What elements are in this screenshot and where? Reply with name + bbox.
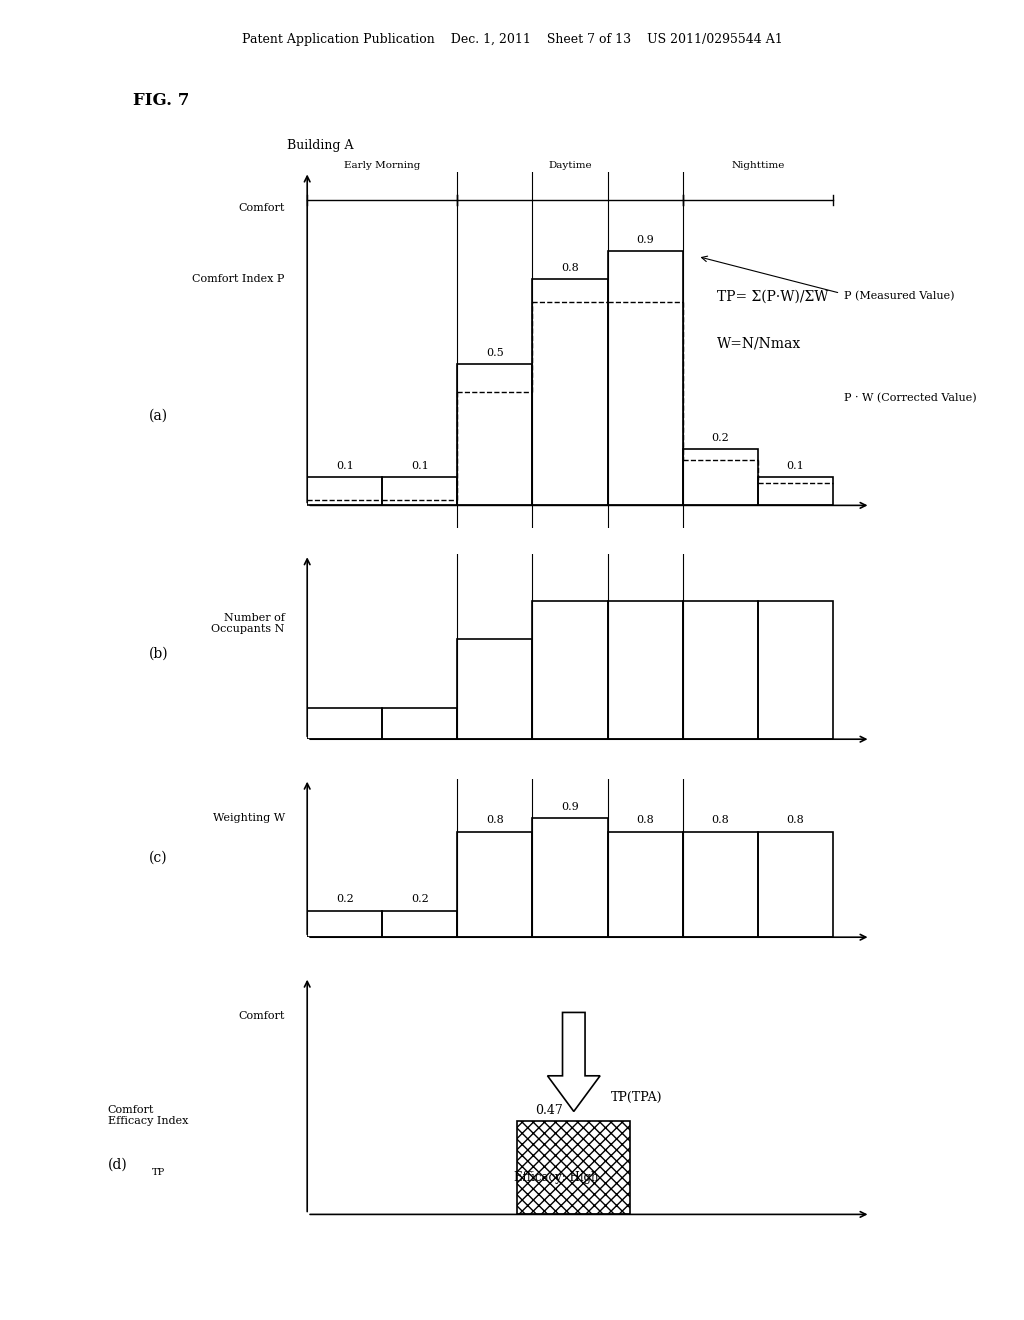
Bar (607, 832, 683, 937)
Bar (458, 364, 532, 506)
Text: Comfort: Comfort (239, 203, 285, 214)
Text: Efficacy: High: Efficacy: High (514, 1171, 598, 1184)
Text: Nighttime: Nighttime (731, 161, 784, 170)
Text: 0.8: 0.8 (786, 814, 804, 825)
Text: P · W (Corrected Value): P · W (Corrected Value) (844, 393, 977, 403)
Text: FIG. 7: FIG. 7 (133, 92, 189, 110)
Text: TP= Σ(P·W)/ΣW: TP= Σ(P·W)/ΣW (717, 290, 828, 304)
Text: 0.8: 0.8 (561, 264, 579, 273)
Text: 0.1: 0.1 (336, 462, 353, 471)
Text: Number of
Occupants N: Number of Occupants N (211, 612, 285, 635)
Bar (683, 601, 758, 739)
Bar (307, 911, 382, 937)
Text: 0.2: 0.2 (336, 894, 353, 904)
Text: Early Morning: Early Morning (344, 161, 421, 170)
Bar (758, 477, 833, 506)
Text: P (Measured Value): P (Measured Value) (844, 290, 954, 301)
Text: (b): (b) (148, 647, 168, 660)
Bar (458, 832, 532, 937)
Bar (758, 601, 833, 739)
Bar (758, 832, 833, 937)
Text: Daytime: Daytime (548, 161, 592, 170)
Bar (683, 449, 758, 506)
Text: 0.1: 0.1 (411, 462, 429, 471)
Text: TP(TPA): TP(TPA) (611, 1092, 663, 1104)
Text: 0.2: 0.2 (712, 433, 729, 444)
Bar (607, 251, 683, 506)
Text: Comfort: Comfort (239, 1011, 285, 1022)
Text: Weighting W: Weighting W (213, 813, 285, 824)
Text: (c): (c) (148, 851, 167, 865)
Text: Building A: Building A (287, 139, 353, 152)
Bar (517, 1122, 630, 1214)
Text: 0.2: 0.2 (411, 894, 429, 904)
Bar (532, 601, 607, 739)
Bar (532, 279, 607, 506)
Text: (a): (a) (148, 409, 168, 422)
Text: W=N/Nmax: W=N/Nmax (717, 337, 801, 350)
Text: Patent Application Publication    Dec. 1, 2011    Sheet 7 of 13    US 2011/02955: Patent Application Publication Dec. 1, 2… (242, 33, 782, 46)
Text: Comfort
Efficacy Index: Comfort Efficacy Index (108, 1105, 187, 1126)
Text: 0.5: 0.5 (486, 348, 504, 358)
Bar (532, 818, 607, 937)
Text: 0.8: 0.8 (636, 814, 654, 825)
Text: 0.47: 0.47 (535, 1105, 562, 1117)
Text: 0.1: 0.1 (786, 462, 804, 471)
Text: TP: TP (152, 1168, 165, 1176)
Bar (382, 477, 458, 506)
Bar (683, 832, 758, 937)
Bar (307, 477, 382, 506)
Text: (d): (d) (108, 1158, 127, 1171)
Bar (382, 911, 458, 937)
Polygon shape (548, 1012, 600, 1111)
Text: 0.8: 0.8 (486, 814, 504, 825)
Text: 0.9: 0.9 (561, 801, 579, 812)
Bar (382, 709, 458, 739)
Text: 0.9: 0.9 (636, 235, 654, 246)
Text: Comfort Index P: Comfort Index P (193, 275, 285, 284)
Text: 0.8: 0.8 (712, 814, 729, 825)
Bar (458, 639, 532, 739)
Bar (307, 709, 382, 739)
Bar (607, 601, 683, 739)
